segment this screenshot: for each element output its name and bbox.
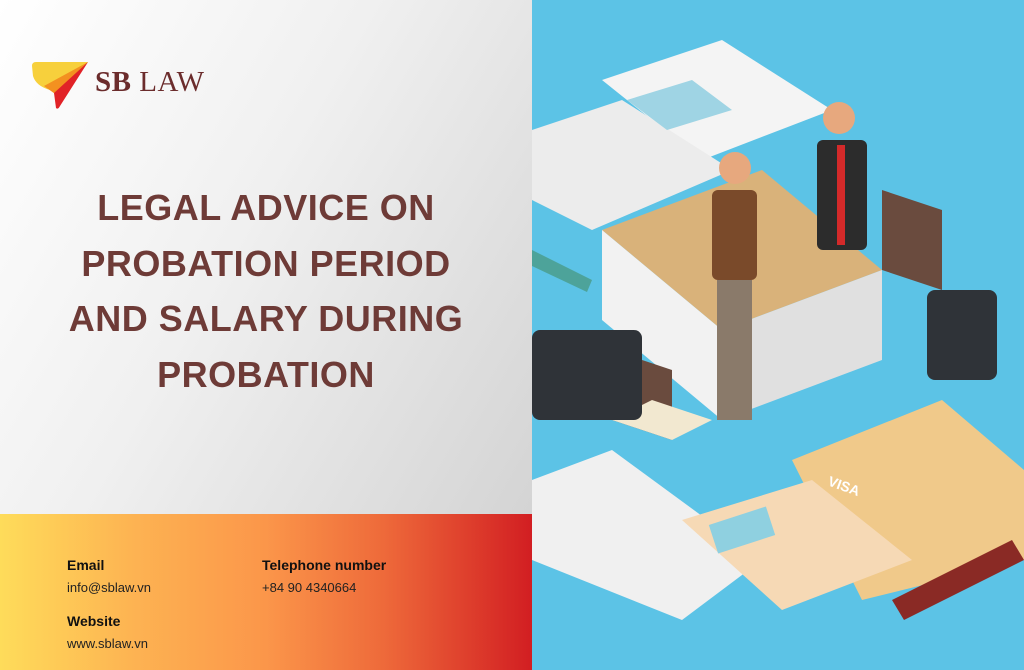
phone-value: +84 90 4340664 [262, 580, 357, 595]
passport-icon [682, 480, 912, 610]
hero-panel: SB LAW LEGAL ADVICE ON PROBATION PERIOD … [0, 0, 532, 514]
document-shape [532, 450, 762, 620]
chair-icon [882, 190, 942, 290]
pen-icon [532, 250, 592, 292]
website-link[interactable]: www.sblaw.vn [67, 636, 148, 651]
marker-icon [892, 540, 1024, 620]
document-shape [627, 80, 732, 130]
stamp-icon [532, 330, 642, 420]
contact-footer: Email info@sblaw.vn Website www.sblaw.vn… [0, 514, 532, 670]
title-line: PROBATION [157, 353, 375, 395]
phone-label: Telephone number [262, 557, 387, 573]
title-line: LEGAL ADVICE ON [97, 187, 435, 228]
email-label: Email [67, 557, 105, 573]
brand-name-rest: LAW [139, 66, 205, 98]
handshake-illustration: VISA [532, 40, 1024, 620]
brand-name-bold: SB [95, 66, 132, 98]
page-title: LEGAL ADVICE ON PROBATION PERIOD AND SAL… [0, 180, 532, 402]
title-line: AND SALARY DURING [68, 298, 464, 339]
title-line: PROBATION PERIOD [81, 242, 451, 284]
person-icon [719, 152, 751, 184]
stamp-icon [927, 290, 997, 380]
website-label: Website [67, 613, 121, 629]
brand-name: SB LAW [95, 66, 204, 99]
illustration: VISA [532, 0, 1024, 670]
document-shape [532, 100, 732, 230]
sb-law-logo-icon [32, 62, 88, 109]
person-icon [823, 102, 855, 134]
email-link[interactable]: info@sblaw.vn [67, 580, 152, 595]
